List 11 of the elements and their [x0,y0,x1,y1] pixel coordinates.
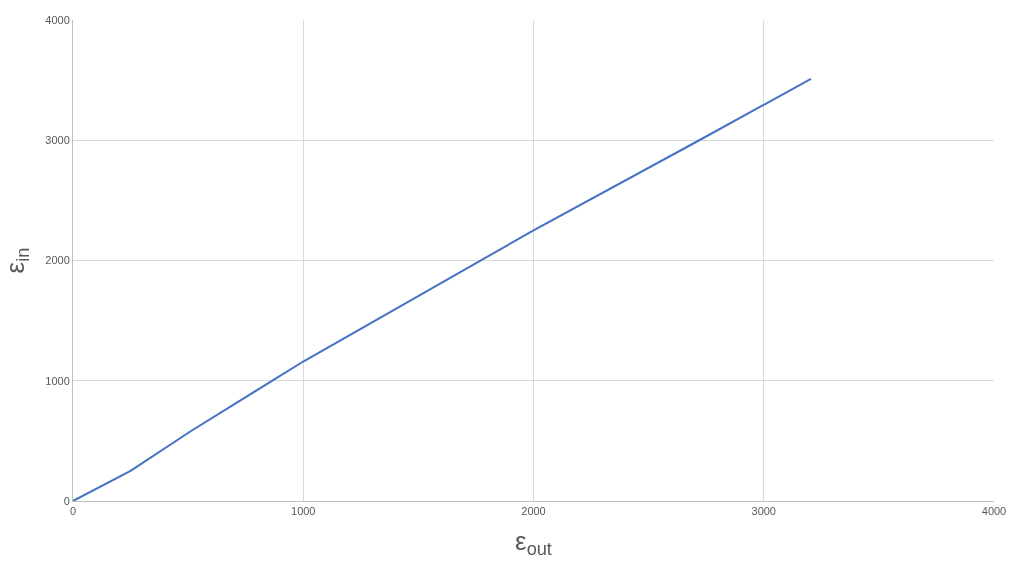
y-tick-label: 4000 [45,13,70,26]
line-series [73,77,812,501]
y-tick-label: 1000 [45,374,70,387]
y-tick-label: 0 [63,494,70,507]
x-tick-label: 1000 [291,505,316,518]
y-tick-label: 3000 [45,134,70,147]
x-tick-label: 4000 [981,505,1007,518]
y-tick-label: 2000 [45,254,70,267]
x-axis-title: ε$_{out}$ [515,525,552,560]
x-tick-label: 2000 [521,505,546,518]
x-tick-label: 3000 [751,505,776,518]
